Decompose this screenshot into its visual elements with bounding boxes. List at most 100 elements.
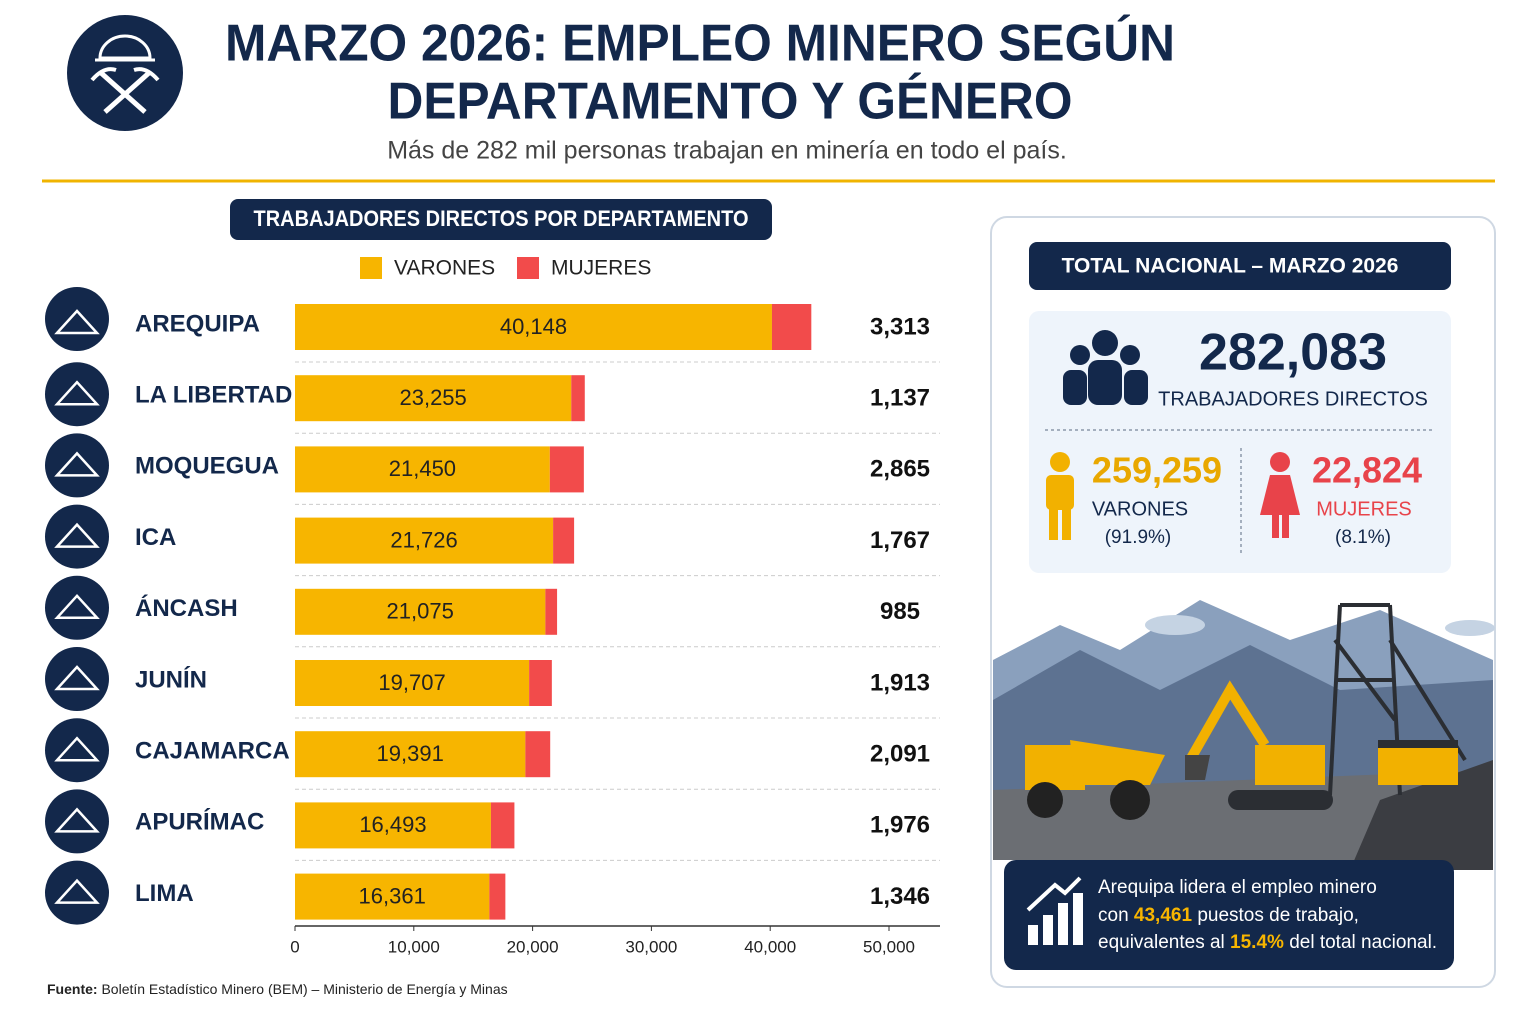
x-tick-label: 50,000 <box>863 937 915 956</box>
bar-segment <box>295 873 490 920</box>
summary-header-text: TOTAL NACIONAL – MARZO 2026 <box>1062 255 1399 278</box>
legend-label: MUJERES <box>551 257 651 280</box>
category-icon <box>45 575 109 640</box>
women-share: (8.1%) <box>1335 527 1391 548</box>
category-icon <box>45 362 109 427</box>
callout-line: del total nacional. <box>1289 932 1437 953</box>
category-icon <box>45 860 109 925</box>
category-label: JUNÍN <box>135 665 207 693</box>
logo <box>67 15 183 131</box>
bar-value-label: 985 <box>880 598 920 625</box>
x-tick-label: 0 <box>290 937 299 956</box>
bar-value-label: 16,493 <box>359 812 426 837</box>
growth-icon <box>1026 876 1083 945</box>
category-icon-mark <box>54 878 100 904</box>
callout-highlight: 43,461 <box>1134 905 1193 926</box>
callout-line: equivalentes al <box>1098 932 1225 953</box>
title: MARZO 2026: EMPLEO MINERO SEGÚN <box>225 15 1175 73</box>
bar-segment <box>490 802 515 849</box>
callout-highlight: 15.4% <box>1230 932 1284 953</box>
bar-value-label: 2,865 <box>870 456 930 483</box>
category-icon-mark <box>54 451 100 477</box>
people-icon <box>1063 330 1148 405</box>
x-tick-label: 10,000 <box>388 937 440 956</box>
bar-value-label: 40,148 <box>500 314 567 339</box>
category-icon <box>45 789 109 854</box>
bar-segment <box>549 446 584 493</box>
callout-line: puestos de trabajo, <box>1197 905 1359 926</box>
category-icon-mark <box>54 380 100 406</box>
men-total: 259,259 <box>1092 450 1222 491</box>
callout-text: Arequipa lidera el empleo minero <box>1098 877 1377 898</box>
men-label: VARONES <box>1092 498 1188 520</box>
category-icon-mark <box>54 665 100 691</box>
x-tick-label: 40,000 <box>744 937 796 956</box>
bar-segment <box>295 660 530 706</box>
bar-segment <box>545 588 558 635</box>
bar-value-label: 23,255 <box>399 385 466 410</box>
callout-line: con <box>1098 905 1129 926</box>
category-icon <box>45 647 109 711</box>
callout-text: equivalentes al 15.4% del total nacional… <box>1098 932 1437 953</box>
man-icon <box>1046 452 1074 540</box>
category-icon-mark <box>54 807 100 833</box>
source-text: Boletín Estadístico Minero (BEM) – Minis… <box>101 981 507 997</box>
bar-value-label: 19,707 <box>378 670 445 695</box>
bar-value-label: 1,767 <box>870 527 930 554</box>
bar-segment <box>489 873 506 920</box>
chart-title: TRABAJADORES DIRECTOS POR DEPARTAMENTO <box>254 206 749 231</box>
callout-text: con 43,461 puestos de trabajo, <box>1098 905 1359 926</box>
bar-segment <box>553 517 575 564</box>
total-value: 282,083 <box>1199 324 1387 382</box>
category-label: CAJAMARCA <box>135 738 290 765</box>
category-label: AREQUIPA <box>135 310 260 337</box>
category-icon <box>45 433 109 498</box>
bar-segment <box>771 304 812 350</box>
category-label: ÁNCASH <box>135 594 238 622</box>
category-icon-mark <box>54 309 100 335</box>
bar-segment <box>525 731 551 778</box>
bar-value-label: 19,391 <box>377 741 444 766</box>
bar-segment <box>295 802 491 849</box>
bar-value-label: 21,075 <box>387 599 454 624</box>
bar-value-label: 21,726 <box>390 527 457 552</box>
bar-segment <box>295 517 554 564</box>
callout-box <box>1004 860 1454 970</box>
category-label: MOQUEGUA <box>135 453 279 480</box>
bar-value-label: 1,346 <box>870 883 930 910</box>
category-icon <box>45 718 109 783</box>
category-icon <box>45 287 109 351</box>
category-label: LIMA <box>135 880 194 907</box>
women-label: MUJERES <box>1316 498 1412 520</box>
bar-value-label: 1,137 <box>870 385 930 412</box>
mining-scene <box>993 600 1495 870</box>
summary-header <box>1029 242 1451 290</box>
bar-value-label: 1,976 <box>870 812 930 839</box>
bar-segment <box>295 446 550 493</box>
section-header <box>230 199 772 240</box>
category-icon-mark <box>54 736 100 762</box>
woman-icon <box>1260 452 1300 538</box>
bar-value-label: 3,313 <box>870 313 930 340</box>
bar-value-label: 2,091 <box>870 741 930 768</box>
title: DEPARTAMENTO Y GÉNERO <box>388 73 1073 131</box>
category-label: ICA <box>135 524 176 551</box>
legend-label: VARONES <box>394 257 495 280</box>
bar-segment <box>529 660 552 706</box>
bar-value-label: 16,361 <box>359 883 426 908</box>
subtitle: Más de 282 mil personas trabajan en mine… <box>387 137 1067 165</box>
bar-value-label: 21,450 <box>389 456 456 481</box>
category-icon <box>45 504 109 569</box>
source-label: Fuente: <box>47 981 98 997</box>
legend-swatch <box>360 257 382 279</box>
bar-segment <box>295 588 546 635</box>
bar-segment <box>295 304 772 350</box>
bar-segment <box>295 731 526 778</box>
category-icon-mark <box>54 522 100 548</box>
bar-segment <box>571 375 585 422</box>
legend-swatch <box>517 257 539 279</box>
x-tick-label: 30,000 <box>625 937 677 956</box>
category-label: LA LIBERTAD <box>135 382 292 409</box>
